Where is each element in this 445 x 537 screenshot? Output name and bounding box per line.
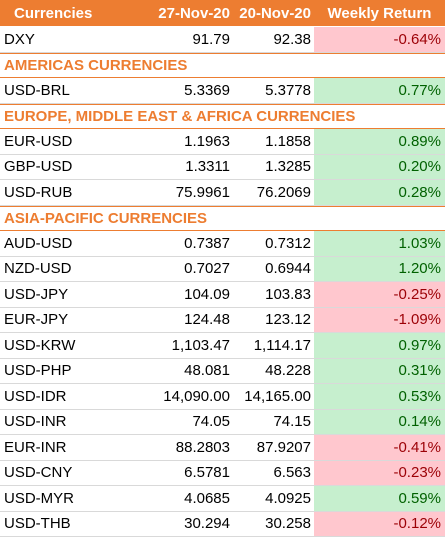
currency-pair: USD-KRW [0, 337, 122, 354]
weekly-return: 0.89% [314, 129, 445, 154]
value-previous: 48.228 [234, 362, 314, 379]
value-current: 1,103.47 [122, 337, 234, 354]
currency-pair: USD-JPY [0, 286, 122, 303]
value-previous: 74.15 [234, 413, 314, 430]
value-current: 75.9961 [122, 184, 234, 201]
weekly-return: 0.14% [314, 410, 445, 435]
section-label: ASIA-PACIFIC CURRENCIES [0, 210, 445, 227]
value-previous: 103.83 [234, 286, 314, 303]
weekly-return: 0.20% [314, 155, 445, 180]
value-current: 74.05 [122, 413, 234, 430]
value-current: 0.7387 [122, 235, 234, 252]
value-previous: 0.6944 [234, 260, 314, 277]
currency-pair: USD-MYR [0, 490, 122, 507]
weekly-return: -0.25% [314, 282, 445, 307]
currency-pair: EUR-USD [0, 133, 122, 150]
value-current: 6.5781 [122, 464, 234, 481]
currency-pair: USD-RUB [0, 184, 122, 201]
header-date-current: 27-Nov-20 [122, 5, 234, 22]
weekly-return: 0.59% [314, 486, 445, 511]
currency-pair: USD-INR [0, 413, 122, 430]
value-previous: 92.38 [234, 31, 314, 48]
currency-pair: USD-IDR [0, 388, 122, 405]
currency-pair: USD-THB [0, 515, 122, 532]
weekly-return: 0.77% [314, 78, 445, 103]
currency-pair: EUR-INR [0, 439, 122, 456]
value-previous: 123.12 [234, 311, 314, 328]
value-previous: 0.7312 [234, 235, 314, 252]
value-previous: 76.2069 [234, 184, 314, 201]
value-previous: 14,165.00 [234, 388, 314, 405]
weekly-return: -1.09% [314, 308, 445, 333]
weekly-return: -0.64% [314, 27, 445, 52]
section-label: AMERICAS CURRENCIES [0, 57, 445, 74]
value-previous: 30.258 [234, 515, 314, 532]
currency-pair: USD-PHP [0, 362, 122, 379]
header-currencies: Currencies [0, 5, 122, 22]
weekly-return: 1.20% [314, 257, 445, 282]
weekly-return: 0.28% [314, 180, 445, 205]
table-header: Currencies 27-Nov-20 20-Nov-20 Weekly Re… [0, 0, 445, 27]
currency-pair: USD-BRL [0, 82, 122, 99]
section-header: ASIA-PACIFIC CURRENCIES [0, 206, 445, 232]
value-previous: 4.0925 [234, 490, 314, 507]
value-previous: 5.3778 [234, 82, 314, 99]
value-current: 14,090.00 [122, 388, 234, 405]
currency-pair: GBP-USD [0, 158, 122, 175]
section-label: EUROPE, MIDDLE EAST & AFRICA CURRENCIES [0, 108, 445, 125]
weekly-return: -0.41% [314, 435, 445, 460]
value-previous: 1.3285 [234, 158, 314, 175]
header-weekly-return: Weekly Return [314, 0, 445, 26]
currency-pair: DXY [0, 31, 122, 48]
value-current: 104.09 [122, 286, 234, 303]
value-current: 4.0685 [122, 490, 234, 507]
weekly-return: 0.97% [314, 333, 445, 358]
currency-pair: USD-CNY [0, 464, 122, 481]
value-previous: 1,114.17 [234, 337, 314, 354]
currency-pair: NZD-USD [0, 260, 122, 277]
weekly-return: -0.12% [314, 512, 445, 537]
currency-pair: AUD-USD [0, 235, 122, 252]
header-date-previous: 20-Nov-20 [234, 5, 314, 22]
value-current: 30.294 [122, 515, 234, 532]
value-current: 124.48 [122, 311, 234, 328]
weekly-return: 0.53% [314, 384, 445, 409]
value-previous: 87.9207 [234, 439, 314, 456]
weekly-return: 1.03% [314, 231, 445, 256]
section-header: EUROPE, MIDDLE EAST & AFRICA CURRENCIES [0, 104, 445, 130]
value-current: 1.3311 [122, 158, 234, 175]
value-current: 1.1963 [122, 133, 234, 150]
value-previous: 6.563 [234, 464, 314, 481]
currency-pair: EUR-JPY [0, 311, 122, 328]
section-header: AMERICAS CURRENCIES [0, 53, 445, 79]
value-current: 5.3369 [122, 82, 234, 99]
weekly-return: 0.31% [314, 359, 445, 384]
weekly-return: -0.23% [314, 461, 445, 486]
value-current: 88.2803 [122, 439, 234, 456]
value-current: 0.7027 [122, 260, 234, 277]
value-previous: 1.1858 [234, 133, 314, 150]
value-current: 91.79 [122, 31, 234, 48]
value-current: 48.081 [122, 362, 234, 379]
